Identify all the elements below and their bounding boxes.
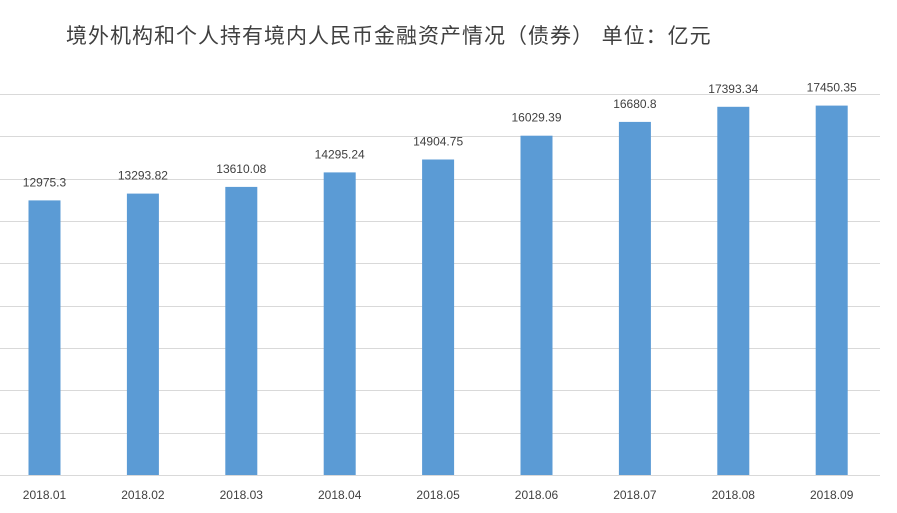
x-tick-label: 2018.08 xyxy=(712,488,756,502)
bar-2018.08 xyxy=(717,106,750,476)
bar-2018.07 xyxy=(618,121,651,476)
x-tick-label: 2018.03 xyxy=(220,488,264,502)
data-label: 16680.8 xyxy=(613,97,657,111)
bar-2018.04 xyxy=(323,172,356,475)
bar-2018.03 xyxy=(225,186,258,475)
x-tick-label: 2018.07 xyxy=(613,488,657,502)
bar-2018.01 xyxy=(28,200,61,475)
data-label: 12975.3 xyxy=(23,175,67,189)
x-tick-label: 2018.06 xyxy=(515,488,559,502)
x-tick-label: 2018.01 xyxy=(23,488,67,502)
bar-2018.09 xyxy=(815,105,848,475)
data-label: 14295.24 xyxy=(315,147,365,161)
x-tick-label: 2018.04 xyxy=(318,488,362,502)
bar-2018.06 xyxy=(520,135,553,475)
bar-2018.05 xyxy=(422,159,455,475)
data-label: 14904.75 xyxy=(413,135,463,149)
bar-series xyxy=(28,105,848,476)
data-label: 17450.35 xyxy=(807,81,857,95)
x-axis-tick-labels: 2018.01 2018.02 2018.03 2018.04 2018.05 2018.… xyxy=(23,488,854,502)
data-label: 17393.34 xyxy=(708,82,758,96)
bar-2018.02 xyxy=(126,193,159,475)
data-labels: 12975.3 13293.82 13610.08 14295.24 14904.75 1… xyxy=(23,81,857,190)
data-label: 13293.82 xyxy=(118,169,168,183)
data-label: 16029.39 xyxy=(511,111,561,125)
x-tick-label: 2018.09 xyxy=(810,488,854,502)
data-label: 13610.08 xyxy=(216,162,266,176)
x-tick-label: 2018.02 xyxy=(121,488,165,502)
x-tick-label: 2018.05 xyxy=(416,488,460,502)
chart-title: 境外机构和个人持有境内人民币金融资产情况（债券） 单位：亿元 xyxy=(66,24,712,48)
